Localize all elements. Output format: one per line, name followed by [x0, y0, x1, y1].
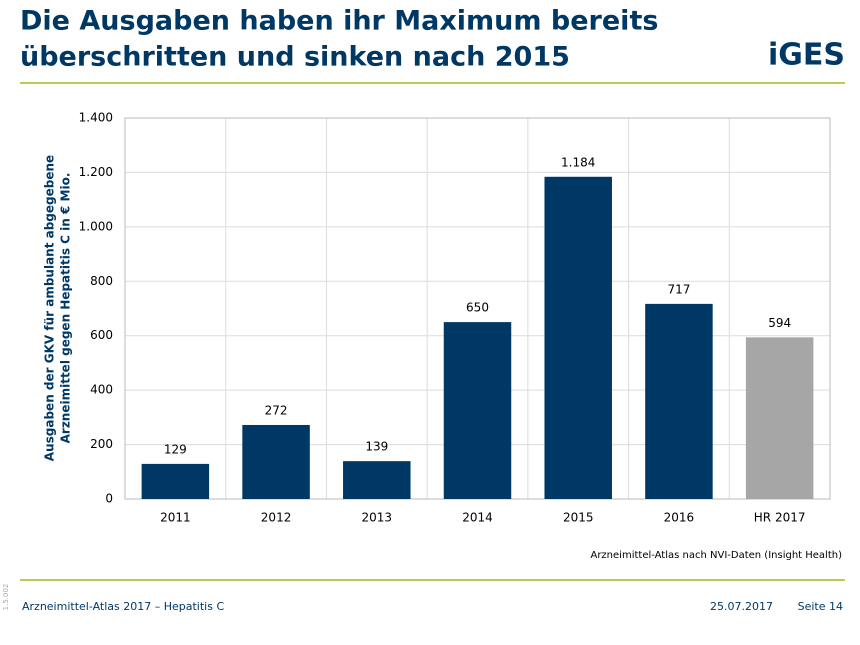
x-tick-label: HR 2017 [754, 511, 806, 525]
x-tick-label: 2014 [462, 511, 493, 525]
y-tick-label: 800 [90, 274, 113, 288]
data-label: 650 [466, 301, 489, 315]
y-axis-label: Arzneimittel gegen Hepatitis C in € Mio. [59, 173, 73, 444]
bar [443, 322, 512, 499]
y-tick-label: 1.200 [79, 165, 113, 179]
bar [544, 176, 612, 500]
bar [141, 463, 210, 499]
slide-title: Die Ausgaben haben ihr Maximum bereits [20, 6, 658, 37]
y-axis-label: Ausgaben der GKV für ambulant abgegebene [43, 155, 57, 461]
data-label: 1.184 [561, 155, 595, 169]
y-tick-label: 1.000 [79, 219, 113, 233]
logo: iGES [768, 38, 845, 73]
y-tick-label: 200 [90, 437, 113, 451]
y-tick-label: 1.400 [79, 111, 113, 125]
bar [745, 337, 814, 499]
bar [343, 461, 411, 499]
y-tick-label: 0 [105, 492, 113, 506]
y-tick-label: 400 [90, 383, 113, 397]
footer-page: Seite 14 [798, 600, 843, 613]
x-tick-label: 2013 [362, 511, 393, 525]
data-label: 717 [667, 282, 690, 296]
slide-title: überschritten und sinken nach 2015 [20, 42, 570, 73]
source: Arzneimittel-Atlas nach NVI-Daten (Insig… [590, 550, 842, 561]
x-tick-label: 2016 [664, 511, 695, 525]
data-label: 594 [768, 316, 791, 330]
footer-text: Arzneimittel-Atlas 2017 – Hepatitis C [22, 600, 224, 613]
data-label: 129 [164, 442, 187, 456]
y-tick-label: 600 [90, 328, 113, 342]
plot: 0 200 400 600 800 1.000 1.200 1.400 2011 129 2012 2… [79, 111, 831, 525]
data-label: 272 [265, 403, 288, 417]
x-tick-label: 2011 [160, 511, 191, 525]
bar [645, 303, 713, 499]
data-label: 139 [365, 440, 388, 454]
bar [242, 424, 310, 499]
footer-date: 25.07.2017 [710, 600, 773, 613]
x-tick-label: 2015 [563, 511, 594, 525]
x-tick-label: 2012 [261, 511, 292, 525]
slide-code: 1.5.002 [2, 584, 10, 611]
